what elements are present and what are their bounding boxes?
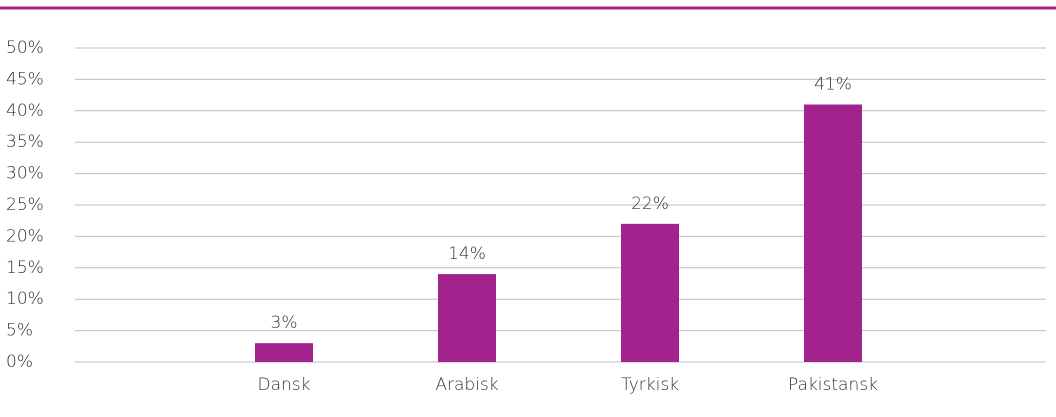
y-tick-label: 15%	[6, 258, 44, 278]
y-tick-label: 50%	[6, 38, 44, 58]
y-tick-label: 5%	[6, 321, 33, 341]
y-tick-label: 25%	[6, 195, 44, 215]
data-label: 22%	[631, 194, 669, 214]
x-tick-label: Arabisk	[435, 375, 498, 395]
bar	[438, 274, 496, 362]
data-label: 41%	[814, 75, 852, 95]
bar	[621, 223, 679, 362]
y-tick-label: 45%	[6, 69, 44, 89]
data-label: 3%	[271, 313, 298, 333]
data-label: 14%	[448, 244, 486, 264]
x-tick-label: Tyrkisk	[621, 375, 679, 395]
bar	[804, 104, 862, 363]
y-tick-label: 40%	[6, 101, 44, 121]
bar	[255, 343, 313, 362]
y-tick-label: 20%	[6, 226, 44, 246]
y-tick-label: 0%	[6, 352, 33, 372]
y-tick-label: 30%	[6, 164, 44, 184]
x-tick-label: Pakistansk	[788, 375, 878, 395]
x-tick-label: Dansk	[258, 375, 311, 395]
y-tick-label: 35%	[6, 132, 44, 152]
y-tick-label: 10%	[6, 289, 44, 309]
